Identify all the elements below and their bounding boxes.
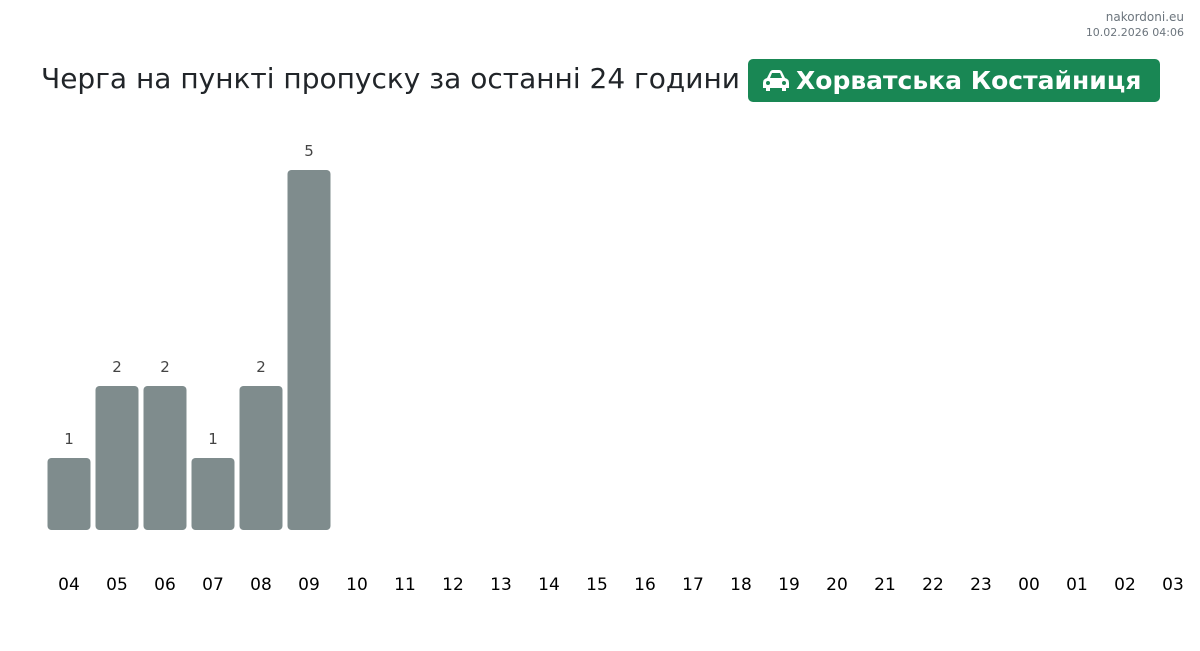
x-tick-label: 10 (346, 575, 368, 595)
value-label: 2 (160, 358, 170, 376)
value-label: 2 (112, 358, 122, 376)
value-label: 2 (256, 358, 266, 376)
x-tick-label: 08 (250, 575, 272, 595)
x-tick-label: 11 (394, 575, 416, 595)
bar (239, 386, 283, 530)
x-tick-label: 21 (874, 575, 896, 595)
x-tick-label: 00 (1018, 575, 1040, 595)
car-icon (763, 69, 789, 91)
bar (47, 458, 91, 530)
timestamp: 10.02.2026 04:06 (1085, 26, 1184, 39)
x-tick-label: 04 (58, 575, 80, 595)
x-tick-label: 12 (442, 575, 464, 595)
x-tick-label: 13 (490, 575, 512, 595)
x-tick-label: 07 (202, 575, 224, 595)
bar (287, 170, 331, 530)
x-tick-label: 22 (922, 575, 944, 595)
source-info: nakordoni.eu 10.02.2026 04:06 (1086, 9, 1184, 41)
x-tick-label: 17 (682, 575, 704, 595)
x-tick-label: 15 (586, 575, 608, 595)
bar (95, 386, 139, 530)
x-tick-label: 16 (634, 575, 656, 595)
x-tick-label: 09 (298, 575, 320, 595)
x-tick-label: 20 (826, 575, 848, 595)
value-label: 1 (208, 430, 218, 448)
x-tick-label: 03 (1162, 575, 1184, 595)
x-tick-label: 05 (106, 575, 128, 595)
x-tick-label: 23 (970, 575, 992, 595)
x-tick-label: 01 (1066, 575, 1088, 595)
bar (143, 386, 187, 530)
location-name: Хорватська Костайниця (796, 66, 1142, 95)
x-tick-label: 14 (538, 575, 560, 595)
value-label: 5 (304, 142, 314, 160)
value-label: 1 (64, 430, 74, 448)
x-tick-label: 18 (730, 575, 752, 595)
x-tick-label: 06 (154, 575, 176, 595)
location-badge: Хорватська Костайниця (748, 59, 1160, 102)
x-tick-label: 19 (778, 575, 800, 595)
source: nakordoni.eu (1105, 10, 1184, 24)
page-title: Черга на пункті пропуску за останні 24 г… (41, 62, 740, 95)
bar (191, 458, 235, 530)
x-tick-label: 02 (1114, 575, 1136, 595)
